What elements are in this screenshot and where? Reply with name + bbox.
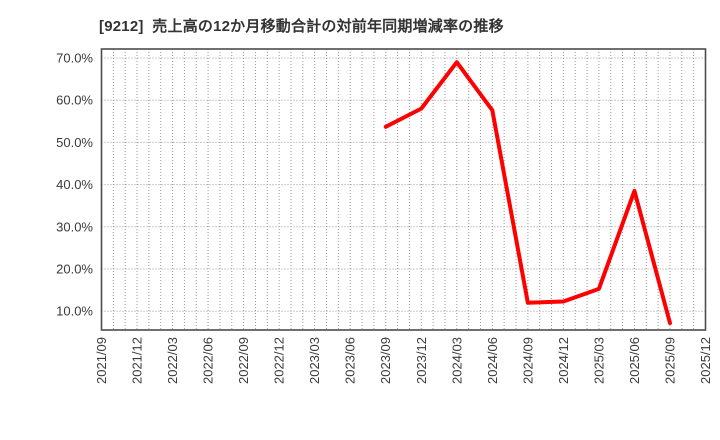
x-tick-label: 2022/06 (201, 337, 216, 384)
x-tick-label: 2024/12 (556, 337, 571, 384)
x-tick-label: 2022/09 (236, 337, 251, 384)
y-tick-label: 60.0% (56, 93, 93, 108)
x-tick-label: 2025/09 (662, 337, 677, 384)
chart-title: [9212] 売上高の12か月移動合計の対前年同期増減率の推移 (99, 18, 504, 35)
series-line (383, 60, 672, 326)
y-tick-label: 30.0% (56, 219, 93, 234)
y-tick-label: 40.0% (56, 177, 93, 192)
x-tick-label: 2024/06 (485, 337, 500, 384)
x-tick-label: 2023/09 (378, 337, 393, 384)
x-tick-label: 2023/03 (307, 337, 322, 384)
y-tick-label: 70.0% (56, 51, 93, 66)
x-tick-label: 2023/12 (414, 337, 429, 384)
x-tick-label: 2021/12 (130, 337, 145, 384)
y-tick-label: 20.0% (56, 262, 93, 277)
y-tick-label: 50.0% (56, 135, 93, 150)
x-tick-label: 2022/03 (165, 337, 180, 384)
y-tick-label: 10.0% (56, 304, 93, 319)
x-tick-label: 2021/09 (94, 337, 109, 384)
x-tick-label: 2024/03 (449, 337, 464, 384)
x-tick-label: 2022/12 (272, 337, 287, 384)
x-tick-label: 2023/06 (343, 337, 358, 384)
x-tick-label: 2024/09 (520, 337, 535, 384)
x-tick-label: 2025/03 (591, 337, 606, 384)
x-tick-label: 2025/12 (698, 337, 713, 384)
x-tick-label: 2025/06 (627, 337, 642, 384)
plot-border (100, 48, 707, 331)
